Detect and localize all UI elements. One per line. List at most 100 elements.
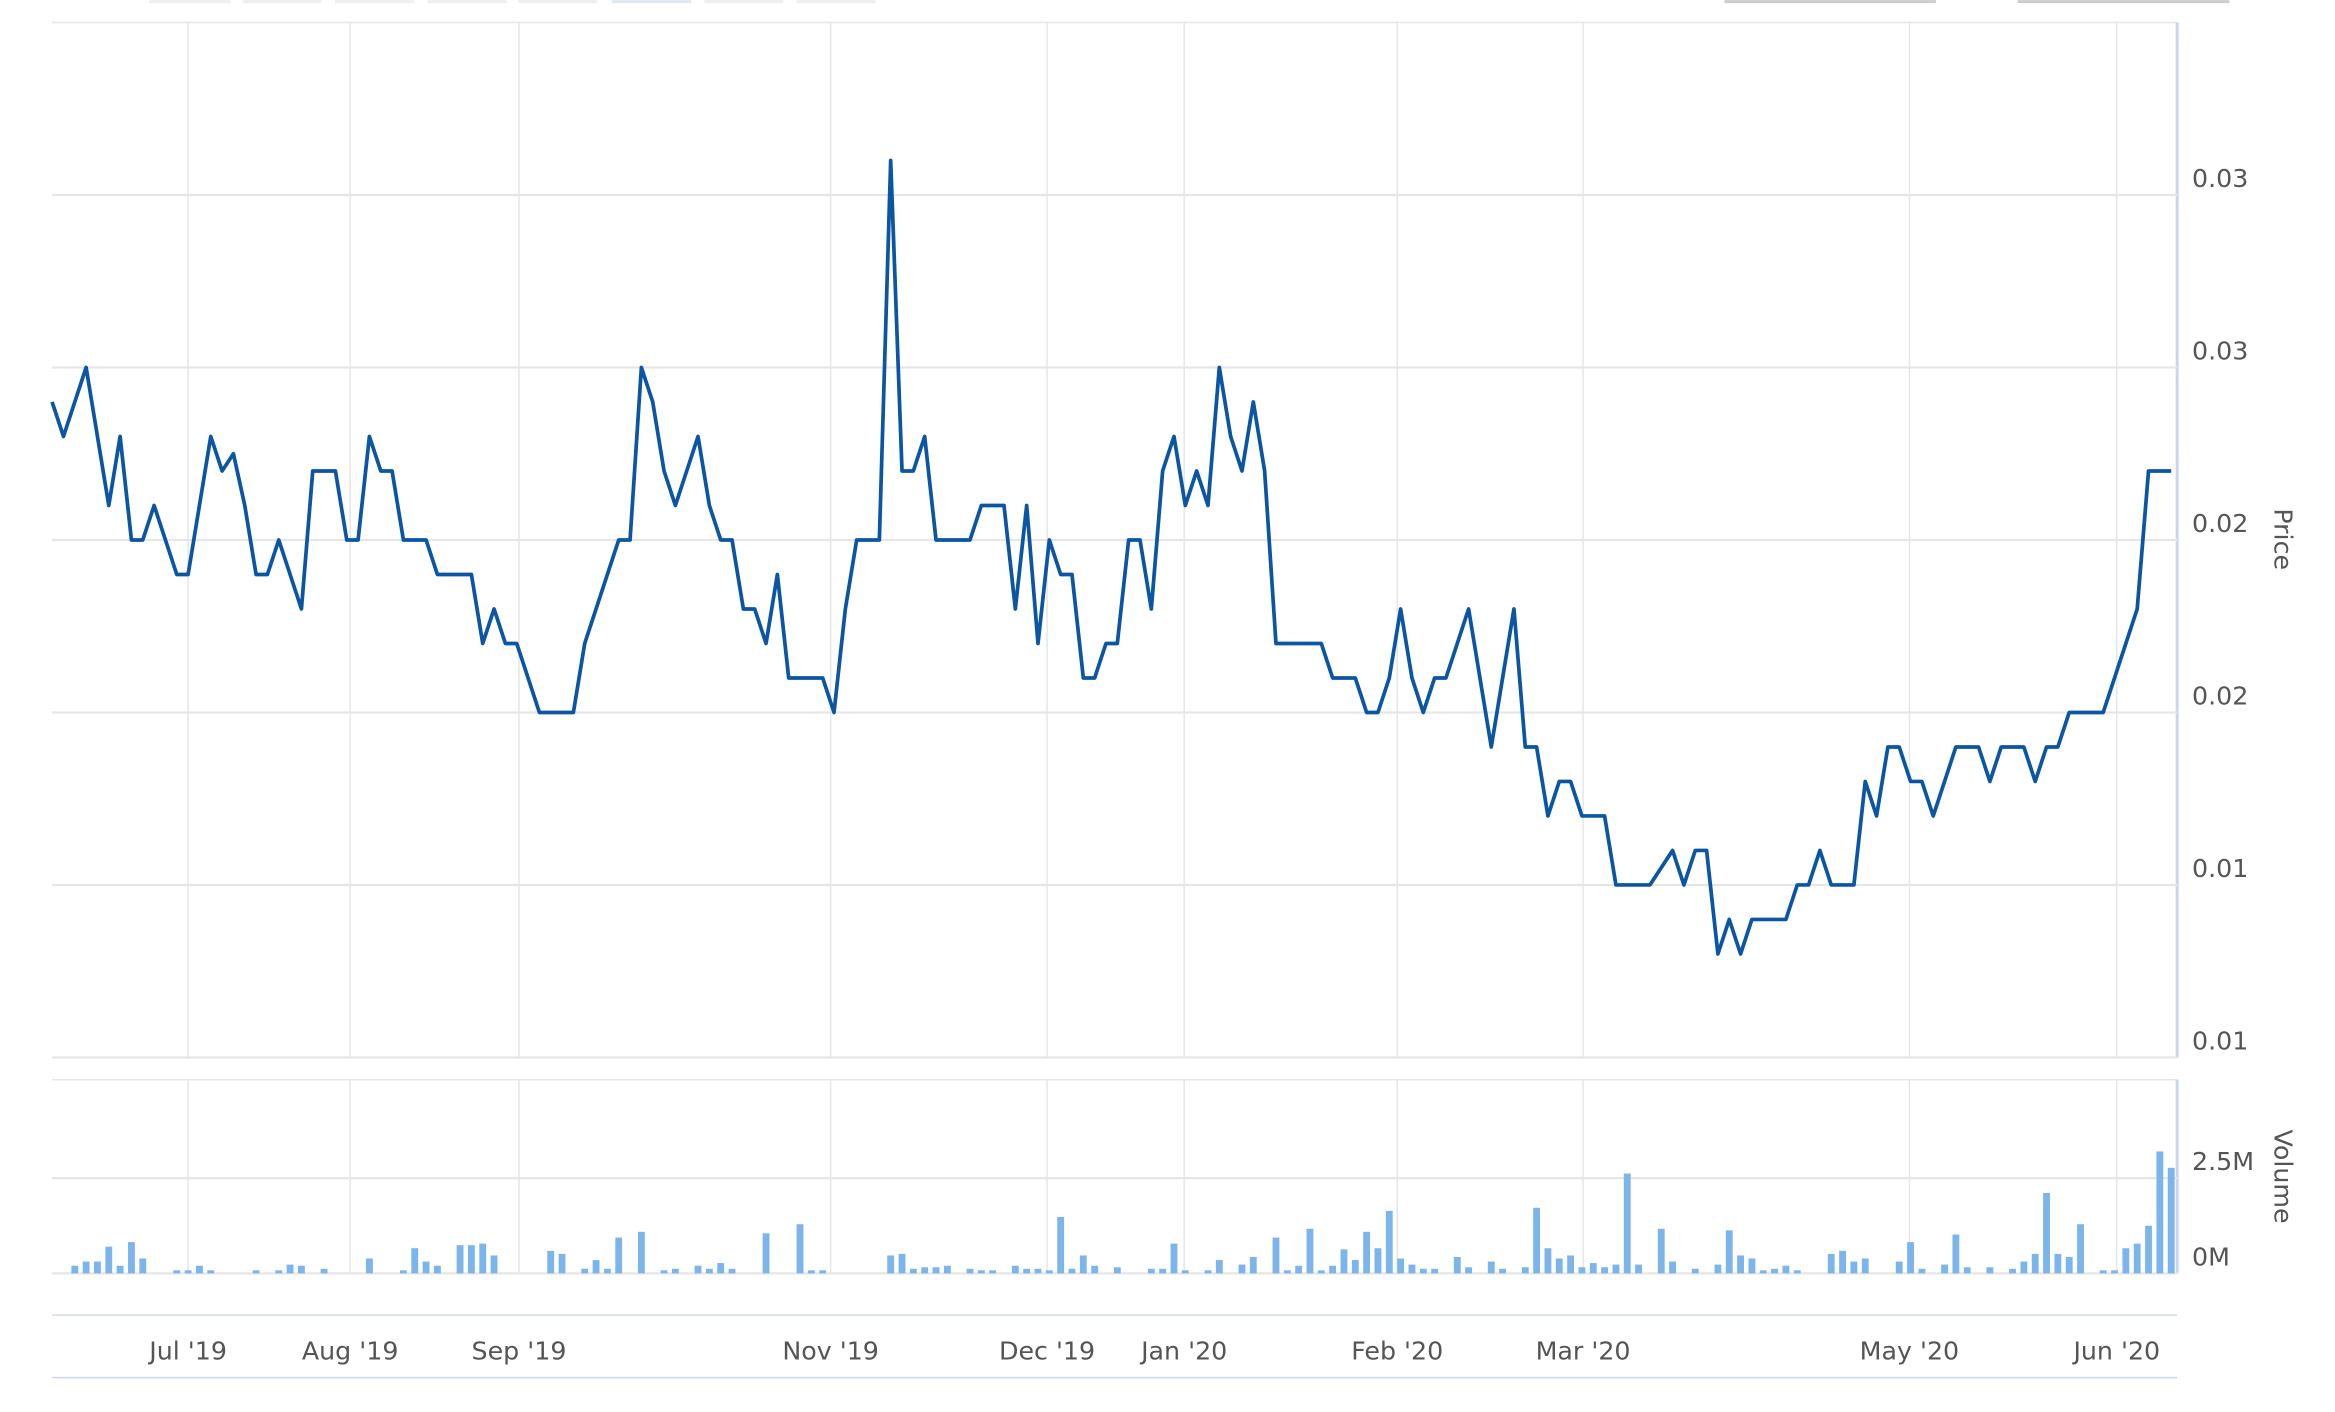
button[interactable]	[242, 0, 322, 4]
volume-bar	[1465, 1267, 1473, 1274]
button[interactable]	[518, 0, 598, 4]
volume-bar	[1499, 1268, 1507, 1274]
volume-bar	[196, 1265, 203, 1274]
volume-bar	[1827, 1253, 1835, 1274]
volume-bar	[1079, 1255, 1087, 1274]
volume-bar	[898, 1253, 906, 1274]
volume-bar	[1181, 1270, 1189, 1274]
volume-bar	[456, 1245, 464, 1274]
volume-bar	[581, 1268, 589, 1274]
volume-bar	[2020, 1261, 2028, 1274]
volume-bar	[173, 1270, 181, 1274]
volume-bar	[1793, 1270, 1801, 1274]
volume-bar	[275, 1270, 283, 1274]
volume-bar	[2031, 1253, 2039, 1274]
volume-bar	[1907, 1242, 1914, 1274]
volume-bar	[365, 1258, 373, 1274]
volume-bar	[433, 1265, 441, 1274]
volume-bar	[1374, 1248, 1382, 1274]
volume-bar	[1952, 1234, 1960, 1274]
button[interactable]	[427, 0, 507, 4]
date-input[interactable]	[1724, 0, 1936, 4]
volume-bar	[615, 1237, 623, 1274]
volume-bar	[1431, 1268, 1439, 1274]
y-axis-title: Price	[2268, 508, 2297, 570]
volume-bar	[1317, 1270, 1325, 1274]
volume-bar	[1351, 1260, 1359, 1274]
x-tick-label: Jan '20	[1139, 1336, 1227, 1365]
y-tick-label: 0.02	[2192, 682, 2248, 711]
volume-bar	[1782, 1265, 1790, 1274]
volume-bar	[2099, 1270, 2107, 1274]
volume-bar	[1544, 1248, 1552, 1274]
volume-bar	[1057, 1216, 1065, 1274]
volume-bar	[762, 1233, 770, 1274]
volume-bar	[1737, 1255, 1745, 1274]
volume-bar	[1521, 1267, 1529, 1274]
volume-bar	[603, 1268, 611, 1274]
x-tick-label: Aug '19	[302, 1336, 399, 1365]
volume-bar	[1963, 1267, 1971, 1274]
volume-bar	[1601, 1267, 1609, 1274]
volume-bar	[1363, 1231, 1371, 1274]
volume-bar	[671, 1268, 679, 1274]
volume-bar	[728, 1268, 736, 1274]
volume-bar	[297, 1265, 305, 1274]
volume-bar	[807, 1270, 815, 1274]
volume-bar	[2145, 1225, 2152, 1274]
volume-bar	[252, 1270, 260, 1274]
volume-bar	[909, 1268, 917, 1274]
volume-bar	[1295, 1265, 1303, 1274]
volume-bar	[705, 1268, 713, 1274]
button[interactable]	[612, 0, 691, 4]
volume-bar	[1941, 1264, 1948, 1274]
volume-bar	[2043, 1192, 2050, 1274]
volume-bar	[694, 1265, 702, 1274]
volume-bar	[490, 1255, 498, 1274]
volume-bar	[1023, 1268, 1031, 1274]
volume-bar	[1895, 1261, 1903, 1274]
volume-bar	[989, 1270, 997, 1274]
y-tick-label: 0M	[2192, 1242, 2230, 1271]
volume-bar	[1555, 1258, 1563, 1274]
button[interactable]	[704, 0, 784, 4]
button[interactable]	[796, 0, 876, 4]
volume-bar	[943, 1265, 951, 1274]
volume-bar	[1589, 1263, 1597, 1274]
volume-bar	[1340, 1249, 1348, 1274]
volume-bar	[1986, 1267, 1994, 1274]
volume-bar	[558, 1253, 566, 1274]
volume-bar	[887, 1255, 895, 1274]
volume-bar	[2054, 1253, 2062, 1274]
button[interactable]	[148, 0, 231, 4]
x-tick-label: May '20	[1860, 1336, 1959, 1365]
volume-bar	[207, 1270, 215, 1274]
volume-bar	[1453, 1256, 1461, 1274]
y-tick-label: 0.01	[2192, 1027, 2248, 1056]
volume-bar	[1306, 1228, 1314, 1274]
y-axis-title: Volume	[2268, 1130, 2297, 1224]
volume-bar	[1725, 1230, 1733, 1274]
volume-bar	[1635, 1264, 1643, 1274]
volume-bar	[796, 1224, 804, 1274]
volume-bar	[819, 1270, 827, 1274]
volume-bar	[1238, 1264, 1246, 1274]
volume-bar	[2077, 1224, 2084, 1274]
range-buttons	[148, 0, 2230, 4]
volume-bar	[2122, 1248, 2130, 1274]
volume-bar	[320, 1268, 328, 1274]
y-tick-label: 0.03	[2192, 164, 2248, 193]
volume-bar	[128, 1242, 135, 1274]
x-tick-label: Jun '20	[2071, 1336, 2160, 1365]
volume-bar	[2009, 1268, 2016, 1274]
date-input[interactable]	[2017, 0, 2230, 4]
volume-bar	[2065, 1256, 2073, 1274]
volume-bar	[637, 1231, 645, 1274]
volume-bar	[1861, 1258, 1869, 1274]
volume-bar	[105, 1246, 113, 1274]
button[interactable]	[335, 0, 414, 4]
volume-bar	[286, 1264, 294, 1274]
x-tick-label: Sep '19	[472, 1336, 567, 1365]
volume-bar	[1748, 1258, 1756, 1274]
volume-bar	[94, 1261, 101, 1274]
